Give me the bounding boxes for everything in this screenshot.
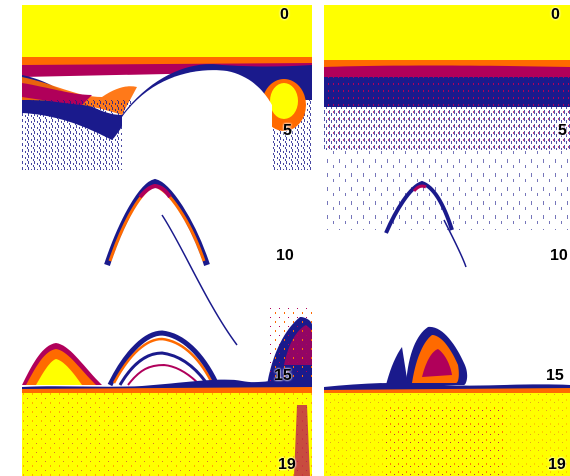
sonar-panel-left[interactable]: 0 5 10 15 19 [22, 5, 312, 476]
echo-arch-main [104, 178, 210, 266]
depth-label-0: 0 [280, 6, 289, 23]
depth-label-5: 5 [283, 122, 292, 139]
sonar-echogram-left [22, 5, 312, 476]
surface-band [22, 5, 312, 60]
depth-label-19: 19 [548, 456, 566, 473]
sonar-echogram-right [324, 5, 570, 476]
surface-clutter [22, 57, 312, 67]
depth-label-10: 10 [276, 247, 294, 264]
echo-arch-small [384, 180, 454, 234]
echo-arch-low [107, 330, 220, 387]
depth-label-15: 15 [546, 367, 564, 384]
surface-clutter [324, 60, 570, 68]
depth-label-15: 15 [274, 367, 292, 384]
depth-label-5: 5 [558, 122, 567, 139]
sonar-panel-right[interactable]: 0 5 10 15 19 [324, 5, 570, 476]
depth-label-0: 0 [551, 6, 560, 23]
depth-label-10: 10 [550, 247, 568, 264]
surface-band [324, 5, 570, 63]
depth-label-19: 19 [278, 456, 296, 473]
